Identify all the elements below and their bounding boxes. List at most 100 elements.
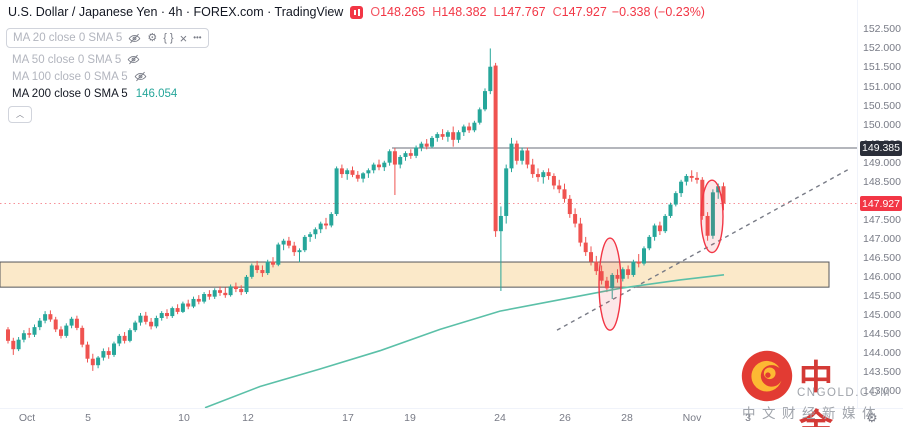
candle-body	[631, 261, 636, 275]
more-icon[interactable]: •••	[193, 33, 202, 42]
candle-body	[430, 137, 434, 147]
candle-body	[710, 192, 715, 236]
price-tick-label: 144.500	[863, 327, 901, 340]
candle-body	[361, 173, 366, 179]
price-tick-label: 143.000	[863, 385, 901, 398]
price-tick-label: 150.500	[863, 99, 901, 112]
candle-body	[212, 290, 217, 297]
time-axis[interactable]: Oct 5 10 12 17 19 24 26 28 Nov 3 7 ⚙	[0, 408, 903, 427]
time-tick-label: 28	[621, 412, 633, 424]
candle-body	[228, 286, 233, 296]
candle-body	[80, 327, 85, 345]
candle-body	[302, 236, 307, 251]
price-tick-label: 146.000	[863, 270, 901, 283]
candle-body	[318, 223, 323, 230]
candle-body	[716, 186, 721, 193]
price-tick-label: 144.000	[863, 347, 901, 359]
indicator-row[interactable]: MA 100 close 0 SMA 5	[6, 68, 209, 85]
candle-body	[27, 333, 32, 335]
candle-body	[657, 225, 662, 232]
time-tick-label: 10	[178, 412, 190, 424]
symbol-title[interactable]: U.S. Dollar / Japanese Yen · 4h · FOREX.…	[8, 5, 344, 19]
candle-body	[435, 134, 440, 138]
price-tick-label: 147.500	[863, 213, 901, 226]
candle-body	[668, 204, 673, 216]
candle-body	[626, 269, 631, 275]
candle-body	[186, 303, 191, 307]
candle-body	[165, 313, 169, 317]
candle-body	[536, 174, 540, 178]
candle-body	[85, 344, 90, 359]
candle-body	[170, 308, 175, 317]
candle-body	[196, 298, 201, 302]
candle-body	[218, 290, 222, 293]
settings-icon[interactable]: ⚙	[147, 31, 158, 44]
candle-body	[673, 193, 678, 205]
time-tick-label: 12	[242, 412, 254, 424]
candle-body	[371, 164, 376, 171]
candle-body	[11, 340, 16, 350]
candle-body	[403, 153, 408, 157]
indicator-row[interactable]: MA 20 close 0 SMA 5 ⚙ { } × •••	[6, 28, 209, 48]
candle-body	[69, 318, 74, 326]
price-tick-label: 143.500	[863, 366, 901, 379]
candle-body	[578, 223, 583, 243]
candle-body	[705, 215, 710, 236]
eye-off-icon[interactable]	[134, 70, 147, 83]
candle-body	[74, 318, 79, 328]
candle-body	[594, 261, 599, 272]
eye-off-icon[interactable]	[127, 53, 140, 66]
candle-body	[37, 320, 42, 328]
candle-body	[244, 276, 249, 293]
candle-body	[180, 303, 185, 312]
candle-body	[451, 132, 456, 140]
candle-body	[387, 151, 392, 163]
eye-off-icon[interactable]	[128, 32, 141, 45]
indicator-value: 146.054	[135, 87, 178, 100]
source-code-icon[interactable]: { }	[163, 31, 174, 44]
collapse-legend-button[interactable]: ︿	[8, 106, 32, 123]
candle-body	[339, 168, 344, 175]
candle-body	[610, 274, 615, 289]
candle-body	[551, 175, 556, 186]
indicator-label: MA 20 close 0 SMA 5	[13, 32, 123, 44]
candle-body	[557, 185, 562, 190]
timezone-settings-gear-icon[interactable]: ⚙	[866, 410, 878, 425]
remove-icon[interactable]: ×	[179, 30, 188, 46]
candle-body	[96, 357, 101, 366]
last-price-badge: 147.927	[860, 196, 902, 211]
candle-body	[647, 236, 652, 249]
candle-body	[6, 329, 10, 341]
candle-body	[392, 151, 397, 165]
candle-body	[377, 164, 381, 168]
price-tick-label: 146.500	[863, 251, 901, 264]
indicator-row[interactable]: MA 50 close 0 SMA 5	[6, 51, 209, 68]
price-tick-label: 151.500	[863, 61, 901, 74]
candle-body	[488, 66, 493, 92]
price-tick-label: 152.000	[863, 42, 901, 55]
candle-body	[21, 333, 26, 340]
tradingview-logo-icon[interactable]	[350, 5, 364, 19]
candle-body	[255, 265, 260, 271]
candle-body	[573, 214, 578, 224]
candle-body	[329, 214, 334, 226]
candle-body	[689, 175, 694, 178]
ma200-line	[204, 274, 725, 409]
time-tick-label: 17	[342, 412, 354, 424]
candle-body	[498, 215, 503, 232]
candle-body	[350, 170, 355, 175]
candle-body	[308, 234, 313, 237]
candle-body	[408, 153, 413, 156]
indicator-row[interactable]: MA 200 close 0 SMA 5 146.054	[6, 85, 209, 102]
price-axis[interactable]: 152.500 152.000 151.500 151.000 150.500 150.0…	[857, 0, 903, 408]
candle-body	[48, 314, 53, 320]
candle-body	[467, 126, 472, 131]
ohlc-values: O148.265 H148.382 L147.767 C147.927	[370, 5, 607, 19]
candle-body	[281, 240, 286, 245]
candle-body	[472, 122, 477, 131]
candle-body	[276, 244, 281, 265]
candle-body	[541, 172, 546, 178]
candle-body	[382, 162, 387, 168]
